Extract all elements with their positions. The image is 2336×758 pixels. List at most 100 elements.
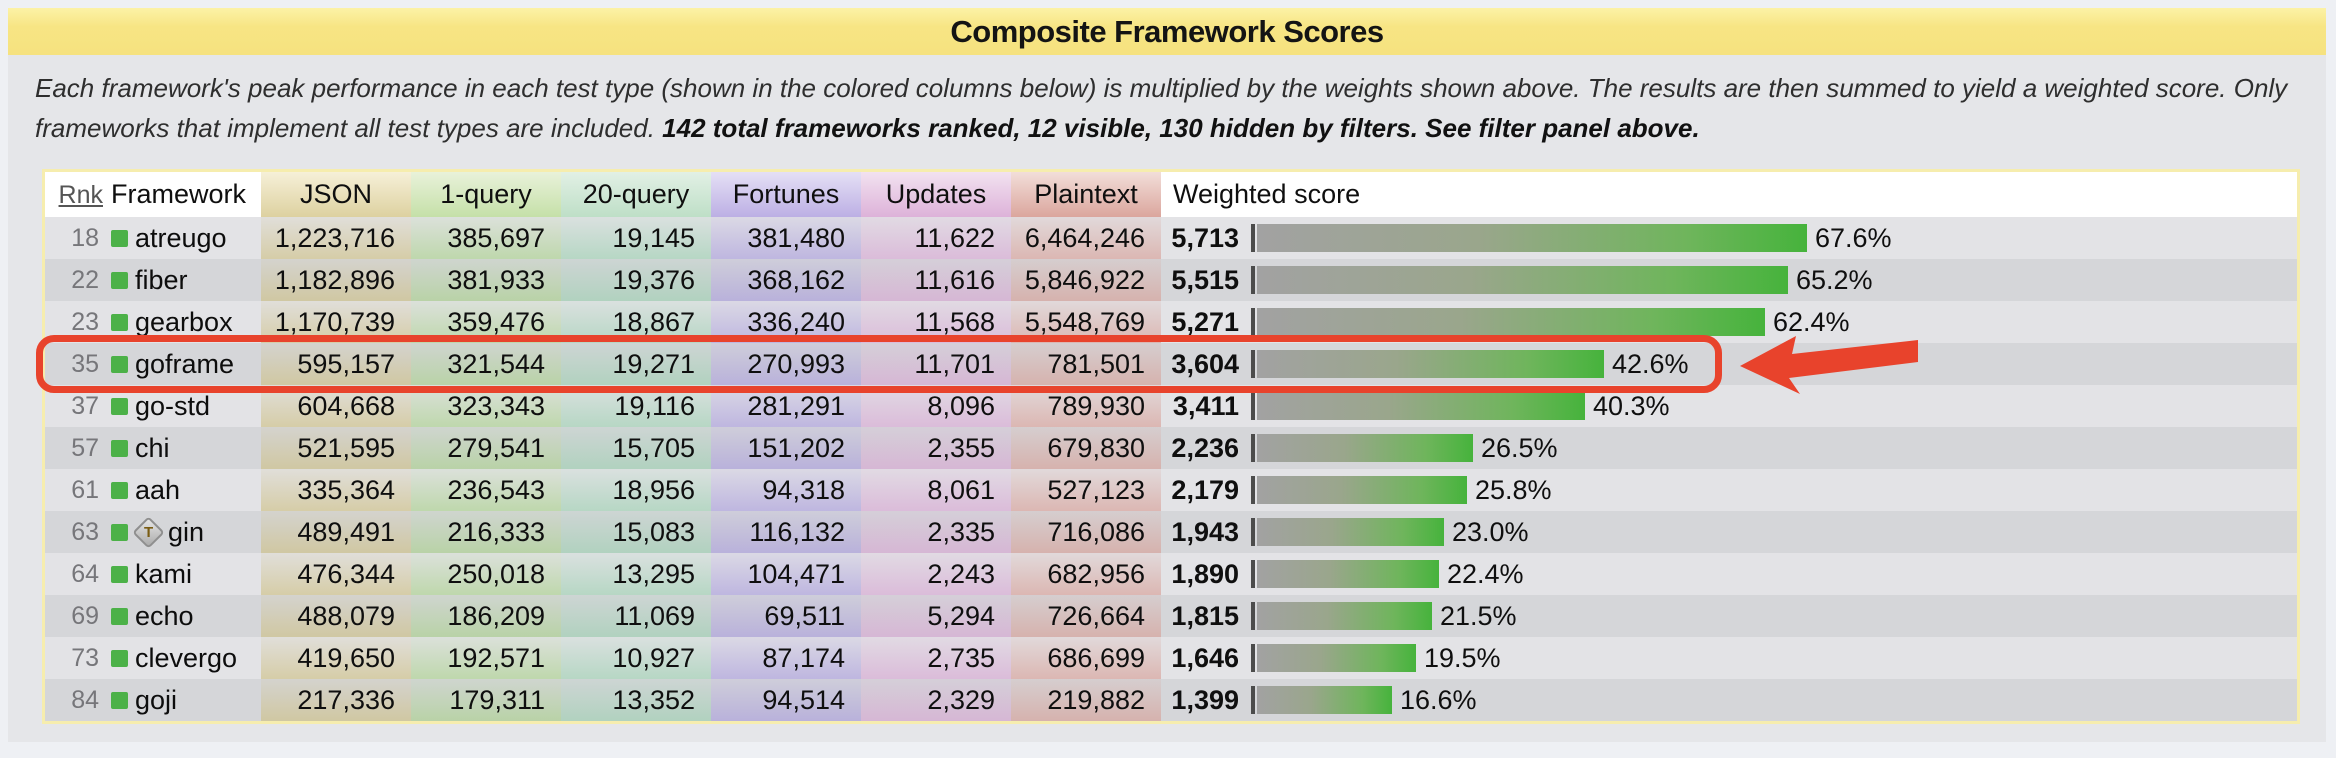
description-line-2: frameworks that implement all test types… <box>35 108 2305 148</box>
weighted-score-value: 2,179 <box>1171 474 1239 505</box>
score-bar <box>1257 476 1467 504</box>
framework-color-icon <box>111 397 128 415</box>
weighted-score-value: 5,713 <box>1171 222 1239 253</box>
cell-plaintext: 726,664 <box>1011 595 1161 637</box>
bar-axis-tick <box>1251 392 1255 420</box>
framework-name: go-std <box>135 390 211 421</box>
weighted-score-cell: 1,399 16.6% <box>1161 679 2297 721</box>
cell-json: 489,491 <box>261 511 411 553</box>
cell-1-query: 385,697 <box>411 217 561 259</box>
cell-updates: 2,355 <box>861 427 1011 469</box>
weighted-score-cell: 1,646 19.5% <box>1161 637 2297 679</box>
score-bar <box>1257 266 1788 294</box>
cell-json: 1,223,716 <box>261 217 411 259</box>
weighted-score-content: 5,713 67.6% <box>1161 217 2297 259</box>
framework-cell: goji <box>103 679 261 721</box>
framework-name: aah <box>135 474 181 505</box>
rank-cell: 57 <box>71 433 99 462</box>
cell-fortunes: 281,291 <box>711 385 861 427</box>
weighted-score-content: 1,815 21.5% <box>1161 595 2297 637</box>
title-bar: Composite Framework Scores <box>8 8 2326 55</box>
framework-cell-content: go-std <box>103 391 261 422</box>
cell-plaintext: 686,699 <box>1011 637 1161 679</box>
framework-cell: clevergo <box>103 637 261 679</box>
rank-cell: 69 <box>71 601 99 630</box>
bar-axis-tick <box>1251 476 1255 504</box>
weighted-score-cell: 2,236 26.5% <box>1161 427 2297 469</box>
framework-name: goji <box>135 684 178 715</box>
framework-cell: goframe <box>103 343 261 385</box>
cell-1-query: 236,543 <box>411 469 561 511</box>
cell-20-query: 11,069 <box>561 595 711 637</box>
cell-20-query: 19,145 <box>561 217 711 259</box>
framework-name: echo <box>135 600 194 631</box>
cell-fortunes: 69,511 <box>711 595 861 637</box>
cell-1-query: 323,343 <box>411 385 561 427</box>
score-percentage: 26.5% <box>1481 432 1558 463</box>
cell-1-query: 179,311 <box>411 679 561 721</box>
weighted-score-cell: 5,515 65.2% <box>1161 259 2297 301</box>
weighted-score-cell: 5,271 62.4% <box>1161 301 2297 343</box>
column-header-fortunes: Fortunes <box>711 172 861 217</box>
framework-color-icon <box>111 439 128 457</box>
framework-cell: go-std <box>103 385 261 427</box>
framework-name: goframe <box>135 348 235 379</box>
cell-plaintext: 716,086 <box>1011 511 1161 553</box>
cell-updates: 11,616 <box>861 259 1011 301</box>
framework-cell: echo <box>103 595 261 637</box>
cell-json: 476,344 <box>261 553 411 595</box>
framework-name: atreugo <box>135 222 227 253</box>
results-table-panel: Rnk Framework JSON 1-query 20-query Fort… <box>42 169 2300 724</box>
cell-fortunes: 116,132 <box>711 511 861 553</box>
cell-updates: 11,622 <box>861 217 1011 259</box>
cell-plaintext: 6,464,246 <box>1011 217 1161 259</box>
table-row-kami: 64 kami 476,344 250,018 13,295 104,471 2,243 68… <box>45 553 2297 595</box>
framework-cell: fiber <box>103 259 261 301</box>
weighted-score-cell: 1,943 23.0% <box>1161 511 2297 553</box>
cell-json: 595,157 <box>261 343 411 385</box>
score-bar <box>1257 644 1416 672</box>
framework-cell-content: kami <box>103 559 261 590</box>
framework-color-icon <box>111 649 128 667</box>
table-header-row: Rnk Framework JSON 1-query 20-query Fort… <box>45 172 2297 217</box>
column-header-json: JSON <box>261 172 411 217</box>
framework-cell: aah <box>103 469 261 511</box>
weighted-score-value: 3,604 <box>1171 348 1239 379</box>
bar-axis-tick <box>1251 308 1255 336</box>
cell-plaintext: 682,956 <box>1011 553 1161 595</box>
weighted-score-value: 1,399 <box>1171 684 1239 715</box>
weighted-score-content: 5,271 62.4% <box>1161 301 2297 343</box>
table-row-fiber: 22 fiber 1,182,896 381,933 19,376 368,162 11,6… <box>45 259 2297 301</box>
cell-1-query: 250,018 <box>411 553 561 595</box>
description-line-1: Each framework's peak performance in eac… <box>35 73 2288 103</box>
weighted-score-cell: 1,815 21.5% <box>1161 595 2297 637</box>
cell-20-query: 19,376 <box>561 259 711 301</box>
cell-updates: 8,061 <box>861 469 1011 511</box>
rank-cell: 84 <box>71 685 99 714</box>
score-bar <box>1257 686 1392 714</box>
cell-json: 419,650 <box>261 637 411 679</box>
cell-20-query: 19,116 <box>561 385 711 427</box>
cell-1-query: 216,333 <box>411 511 561 553</box>
weighted-score-cell: 1,890 22.4% <box>1161 553 2297 595</box>
weighted-score-content: 2,179 25.8% <box>1161 469 2297 511</box>
framework-cell: gearbox <box>103 301 261 343</box>
cell-1-query: 321,544 <box>411 343 561 385</box>
table-row-goframe: 35 goframe 595,157 321,544 19,271 270,993 11,7… <box>45 343 2297 385</box>
cell-fortunes: 94,318 <box>711 469 861 511</box>
table-row-echo: 69 echo 488,079 186,209 11,069 69,511 5,294 726… <box>45 595 2297 637</box>
framework-color-icon <box>111 607 128 625</box>
table-row-gearbox: 23 gearbox 1,170,739 359,476 18,867 336,240 11… <box>45 301 2297 343</box>
score-percentage: 40.3% <box>1593 390 1670 421</box>
cell-20-query: 18,956 <box>561 469 711 511</box>
cell-fortunes: 87,174 <box>711 637 861 679</box>
cell-1-query: 359,476 <box>411 301 561 343</box>
weighted-score-cell: 2,179 25.8% <box>1161 469 2297 511</box>
column-header-rnk[interactable]: Rnk <box>58 181 103 209</box>
bar-axis-tick <box>1251 224 1255 252</box>
cell-fortunes: 270,993 <box>711 343 861 385</box>
framework-cell-content: goji <box>103 685 261 716</box>
